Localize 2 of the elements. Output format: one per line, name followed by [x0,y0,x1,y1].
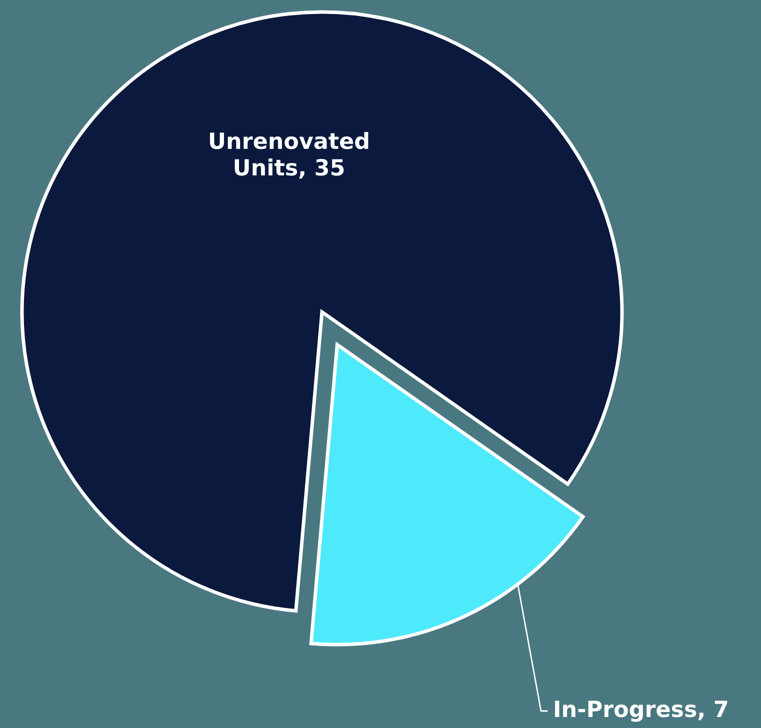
slice-label: In-Progress, 7 [555,700,728,722]
slice-label: Unrenovated Units, 35 [210,132,368,179]
